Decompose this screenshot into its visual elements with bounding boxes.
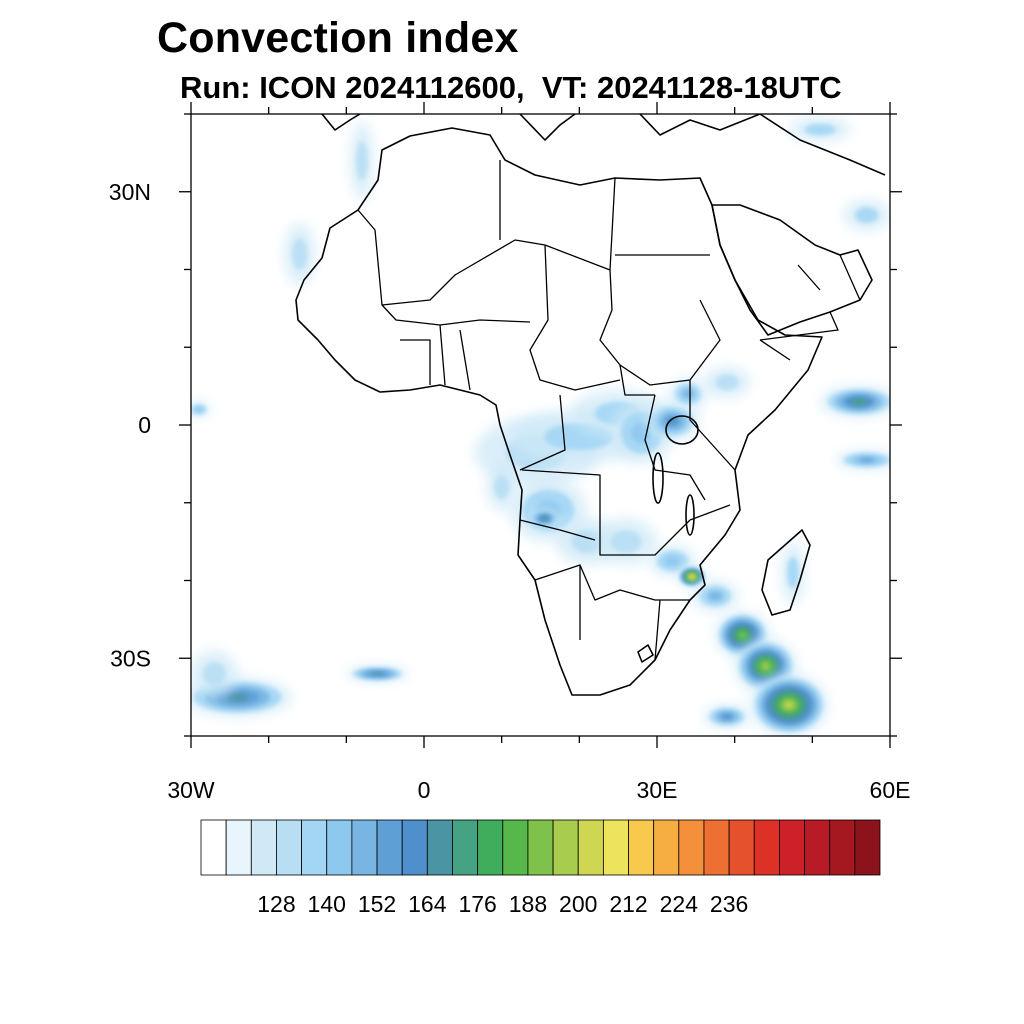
convection-cell [631, 422, 652, 444]
colorbar-label: 164 [408, 891, 447, 917]
convection-cell [707, 590, 724, 602]
convection-cell [721, 713, 733, 720]
colorbar-swatch [804, 819, 831, 876]
convection-cell [855, 207, 879, 223]
colorbar-swatch [250, 819, 277, 876]
convection-cell [787, 557, 799, 589]
colorbar: 128 140 152 164 176 188 200 212 224 236 [200, 819, 881, 917]
colorbar-swatch [452, 819, 479, 876]
convection-cell [226, 693, 249, 702]
country-borders [295, 114, 886, 696]
convection-cell [690, 575, 694, 578]
convection-cell [784, 701, 794, 709]
colorbar-swatch [225, 819, 252, 876]
colorbar-swatch [703, 819, 730, 876]
map-subtitle: Run: ICON 2024112600, VT: 20241128-18UTC [180, 70, 842, 105]
colorbar-swatch [200, 819, 227, 876]
lesotho-border [637, 644, 654, 663]
africa-coastline [295, 127, 823, 696]
convection-cell [356, 141, 368, 181]
colorbar-swatch [426, 819, 453, 876]
colorbar-swatch [301, 819, 328, 876]
colorbar-swatch [351, 819, 378, 876]
convection-cell [715, 374, 739, 391]
internal-borders [357, 160, 861, 661]
colorbar-swatch [326, 819, 353, 876]
colorbar-label: 188 [509, 891, 547, 917]
convection-cell [541, 516, 548, 521]
convection-cell [493, 475, 510, 499]
x-tick-label: 30W [167, 777, 215, 803]
convection-cell [371, 672, 384, 676]
y-tick-label: 30N [109, 179, 151, 205]
convection-field [191, 117, 890, 736]
lake-malawi [685, 494, 695, 536]
colorbar-label: 236 [710, 891, 748, 917]
colorbar-swatch [753, 819, 780, 876]
convection-cell [202, 662, 226, 686]
x-tick-label: 0 [418, 777, 431, 803]
madagascar-coastline [761, 529, 811, 616]
colorbar-swatch [577, 819, 604, 876]
colorbar-swatch [602, 819, 629, 876]
y-tick-label: 30S [110, 645, 151, 671]
colorbar-label: 128 [257, 891, 295, 917]
x-tick-label: 60E [870, 777, 911, 803]
colorbar-swatch [552, 819, 579, 876]
colorbar-swatch [678, 819, 705, 876]
convection-cell [291, 238, 308, 270]
colorbar-label: 200 [559, 891, 597, 917]
colorbar-swatch [854, 819, 881, 876]
colorbar-label: 176 [458, 891, 496, 917]
map-title: Convection index [157, 14, 519, 62]
colorbar-swatch [829, 819, 856, 876]
y-tick-label: 0 [138, 412, 151, 438]
colorbar-label: 212 [609, 891, 647, 917]
colorbar-swatch [628, 819, 655, 876]
convection-cell [858, 457, 875, 463]
colorbar-swatch [653, 819, 680, 876]
colorbar-swatch [376, 819, 403, 876]
lake-victoria [665, 415, 699, 445]
axis-ticks: 30W 0 30E 60E 30N 0 30S [109, 102, 911, 803]
convection-cell [610, 529, 642, 554]
colorbar-swatch [502, 819, 529, 876]
colorbar-label: 140 [308, 891, 346, 917]
colorbar-swatch [527, 819, 554, 876]
convection-cell [681, 388, 695, 400]
x-tick-label: 30E [637, 777, 678, 803]
convection-cell [738, 631, 747, 639]
colorbar-swatch [276, 819, 302, 876]
convection-cell [194, 406, 203, 413]
convection-cell [851, 398, 867, 405]
convection-cell [664, 555, 681, 567]
colorbar-swatch [477, 819, 504, 876]
colorbar-swatch [401, 819, 428, 876]
convection-cell [804, 123, 836, 136]
colorbar-swatch [728, 819, 755, 876]
convection-cell [761, 662, 771, 670]
colorbar-swatch [779, 819, 805, 876]
colorbar-label: 152 [358, 891, 396, 917]
convection-cell [665, 416, 680, 426]
colorbar-label: 224 [660, 891, 699, 917]
europe-coastline [321, 114, 886, 176]
lake-tanganyika [652, 452, 664, 504]
